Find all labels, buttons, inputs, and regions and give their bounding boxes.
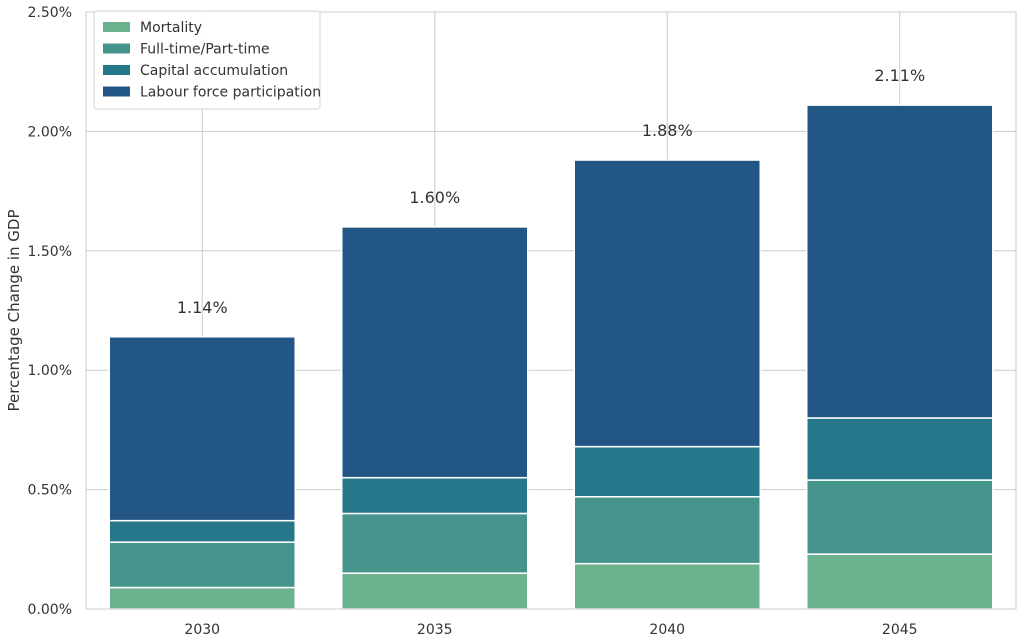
x-tick-label: 2030 [184,622,220,638]
legend-label: Mortality [140,20,202,36]
legend-label: Capital accumulation [140,63,288,79]
y-tick-label: 0.00% [28,602,72,618]
plot-frame [85,11,1017,610]
bar-segment-full-time-part-time-2040 [573,496,761,565]
bar-segment-mortality-2040 [573,562,761,610]
bar-segment-labour-force-participation-2035 [341,226,529,479]
bar-segment-mortality-2035 [341,572,529,610]
y-tick-label: 1.50% [28,244,72,260]
legend-swatch [103,86,130,97]
x-tick-label: 2035 [417,622,453,638]
y-tick-label: 2.50% [28,5,72,21]
legend: Mortality Full-time/Part-time Capital accu… [93,10,321,110]
total-label-2040: 1.88% [642,121,693,140]
bars [108,104,994,610]
y-tick-label: 1.00% [28,363,72,379]
x-tick-label: 2040 [649,622,685,638]
y-tick-label: 2.00% [28,124,72,140]
bar-segment-labour-force-participation-2030 [108,336,296,522]
bar-segment-labour-force-participation-2040 [573,159,761,448]
total-label-2045: 2.11% [874,66,925,85]
bar-segment-capital-accumulation-2045 [806,417,994,481]
legend-swatch [103,43,130,54]
axes: 0.00% 0.50% 1.00% 1.50% 2.00% 2.50% 2030 2035 20… [28,5,1017,638]
bar-segment-mortality-2045 [806,553,994,610]
bar-segment-full-time-part-time-2030 [108,541,296,589]
legend-swatch [103,22,130,32]
x-tick-label: 2045 [882,622,918,638]
legend-label: Full-time/Part-time [140,42,270,58]
bar-segment-capital-accumulation-2035 [341,476,529,515]
y-tick-label: 0.50% [28,483,72,499]
legend-swatch [103,65,130,75]
y-axis-label: Percentage Change in GDP [5,209,23,411]
total-label-2030: 1.14% [177,298,228,317]
legend-label: Labour force participation [140,85,321,101]
bar-segment-capital-accumulation-2040 [573,445,761,498]
bar-segment-mortality-2030 [108,586,296,610]
total-label-2035: 1.60% [409,188,460,207]
legend-box [93,10,321,110]
bar-segment-capital-accumulation-2030 [108,519,296,543]
total-labels: 1.14% 1.60% 1.88% 2.11% [177,66,925,317]
bar-segment-full-time-part-time-2045 [806,479,994,555]
bar-segment-labour-force-participation-2045 [806,104,994,419]
bar-segment-full-time-part-time-2035 [341,512,529,574]
